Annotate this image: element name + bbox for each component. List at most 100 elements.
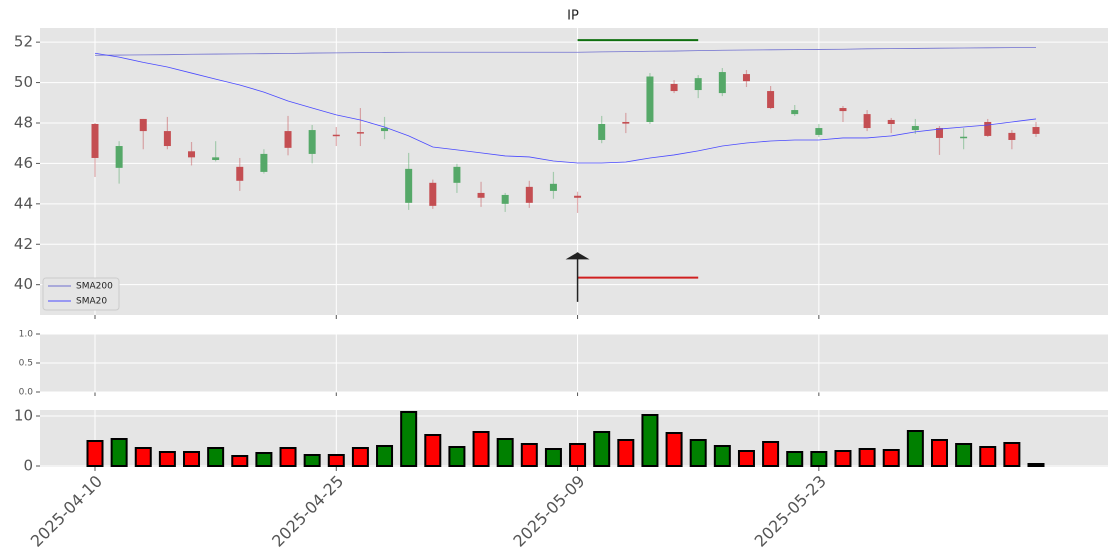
candle-body: [260, 153, 268, 172]
candle-body: [1032, 127, 1040, 134]
candle-body: [911, 126, 919, 131]
candle-body: [960, 136, 968, 139]
volume-bar: [496, 438, 514, 467]
candle-body: [574, 195, 582, 198]
candle-body: [381, 128, 389, 132]
x-tick-label: 2025-05-09: [509, 472, 588, 551]
sma-line: [94, 47, 1036, 56]
volume-bar: [207, 447, 225, 467]
y-tick-label: 10: [14, 407, 33, 425]
y-tick-label: 50: [14, 73, 33, 91]
candle-body: [694, 78, 702, 91]
y-tick-label: 0: [23, 457, 33, 475]
candle-body: [646, 76, 654, 122]
candle-body: [863, 114, 871, 129]
candle-body: [622, 121, 630, 124]
plot-area: [40, 28, 1108, 315]
volume-bar: [158, 451, 176, 467]
volume-bar: [593, 431, 611, 467]
legend-label: SMA20: [76, 297, 107, 307]
volume-bar: [303, 454, 321, 467]
volume-bar: [641, 414, 659, 467]
volume-bar: [955, 443, 973, 467]
candle-body: [887, 119, 895, 125]
volume-bar: [520, 443, 538, 467]
candle-body: [477, 192, 485, 198]
legend-label: SMA200: [76, 282, 113, 292]
candle-body: [139, 118, 147, 132]
y-tick-label: 1.0: [19, 330, 34, 340]
candle-body: [984, 121, 992, 136]
volume-bar: [1027, 463, 1045, 467]
volume-bar: [906, 430, 924, 467]
candle-body: [188, 151, 196, 158]
candle-body: [453, 166, 461, 183]
candle-body: [742, 74, 750, 82]
y-tick-label: 0.5: [19, 359, 33, 369]
y-tick-label: 0.0: [19, 388, 34, 398]
volume-bar: [255, 452, 273, 467]
volume-bar: [400, 411, 418, 467]
candle-body: [332, 134, 340, 137]
candle-body: [1008, 132, 1016, 140]
volume-bar: [834, 450, 852, 467]
x-tick-label: 2025-05-23: [751, 472, 830, 551]
volume-bar: [424, 434, 442, 467]
x-tick-label: 2025-04-25: [268, 472, 347, 551]
volume-bar: [858, 448, 876, 467]
volume-bar: [351, 447, 369, 467]
candle-body: [405, 168, 413, 203]
volume-bar: [930, 439, 948, 467]
candle-body: [525, 186, 533, 203]
candle-body: [91, 124, 99, 158]
candle-body: [115, 146, 123, 168]
volume-bar: [617, 439, 635, 467]
y-tick-label: 40: [14, 275, 33, 293]
volume-bar: [1003, 442, 1021, 467]
candle-body: [791, 110, 799, 115]
candle-body: [429, 182, 437, 206]
volume-bar: [544, 448, 562, 467]
volume-bar: [376, 445, 394, 467]
volume-bar: [665, 432, 683, 467]
volume-bar: [737, 450, 755, 467]
volume-bar: [134, 447, 152, 467]
candle-body: [212, 157, 220, 160]
candle-body: [163, 131, 171, 147]
chart-title: IP: [567, 9, 579, 24]
volume-bar: [689, 439, 707, 467]
candle-body: [284, 131, 292, 148]
y-tick-label: 44: [14, 194, 33, 212]
sma-line: [94, 52, 1037, 164]
volume-bar: [979, 446, 997, 467]
candle-body: [308, 130, 316, 154]
candle-body: [501, 194, 509, 204]
candle-body: [236, 166, 244, 181]
volume-bar: [231, 455, 249, 467]
candle-body: [718, 72, 726, 94]
volume-bar: [279, 447, 297, 467]
volume-bar: [110, 438, 128, 467]
candle-body: [767, 91, 775, 109]
y-tick-label: 48: [14, 113, 33, 131]
volume-bar: [448, 446, 466, 467]
y-tick-label: 42: [14, 235, 33, 253]
volume-bar: [882, 449, 900, 467]
y-tick-label: 46: [14, 154, 33, 172]
candle-body: [598, 124, 606, 140]
volume-bar: [786, 451, 804, 467]
volume-bar: [472, 431, 490, 467]
candle-body: [839, 108, 847, 112]
arrow-head: [565, 252, 590, 260]
candle-body: [935, 128, 943, 138]
volume-bar: [327, 454, 345, 467]
volume-bar: [713, 445, 731, 467]
volume-bar: [762, 441, 780, 467]
candle-body: [549, 183, 557, 191]
x-tick-label: 2025-04-10: [27, 472, 106, 551]
volume-bar: [183, 451, 201, 467]
candle-body: [815, 128, 823, 135]
y-tick-label: 52: [14, 33, 33, 51]
candle-body: [670, 83, 678, 92]
